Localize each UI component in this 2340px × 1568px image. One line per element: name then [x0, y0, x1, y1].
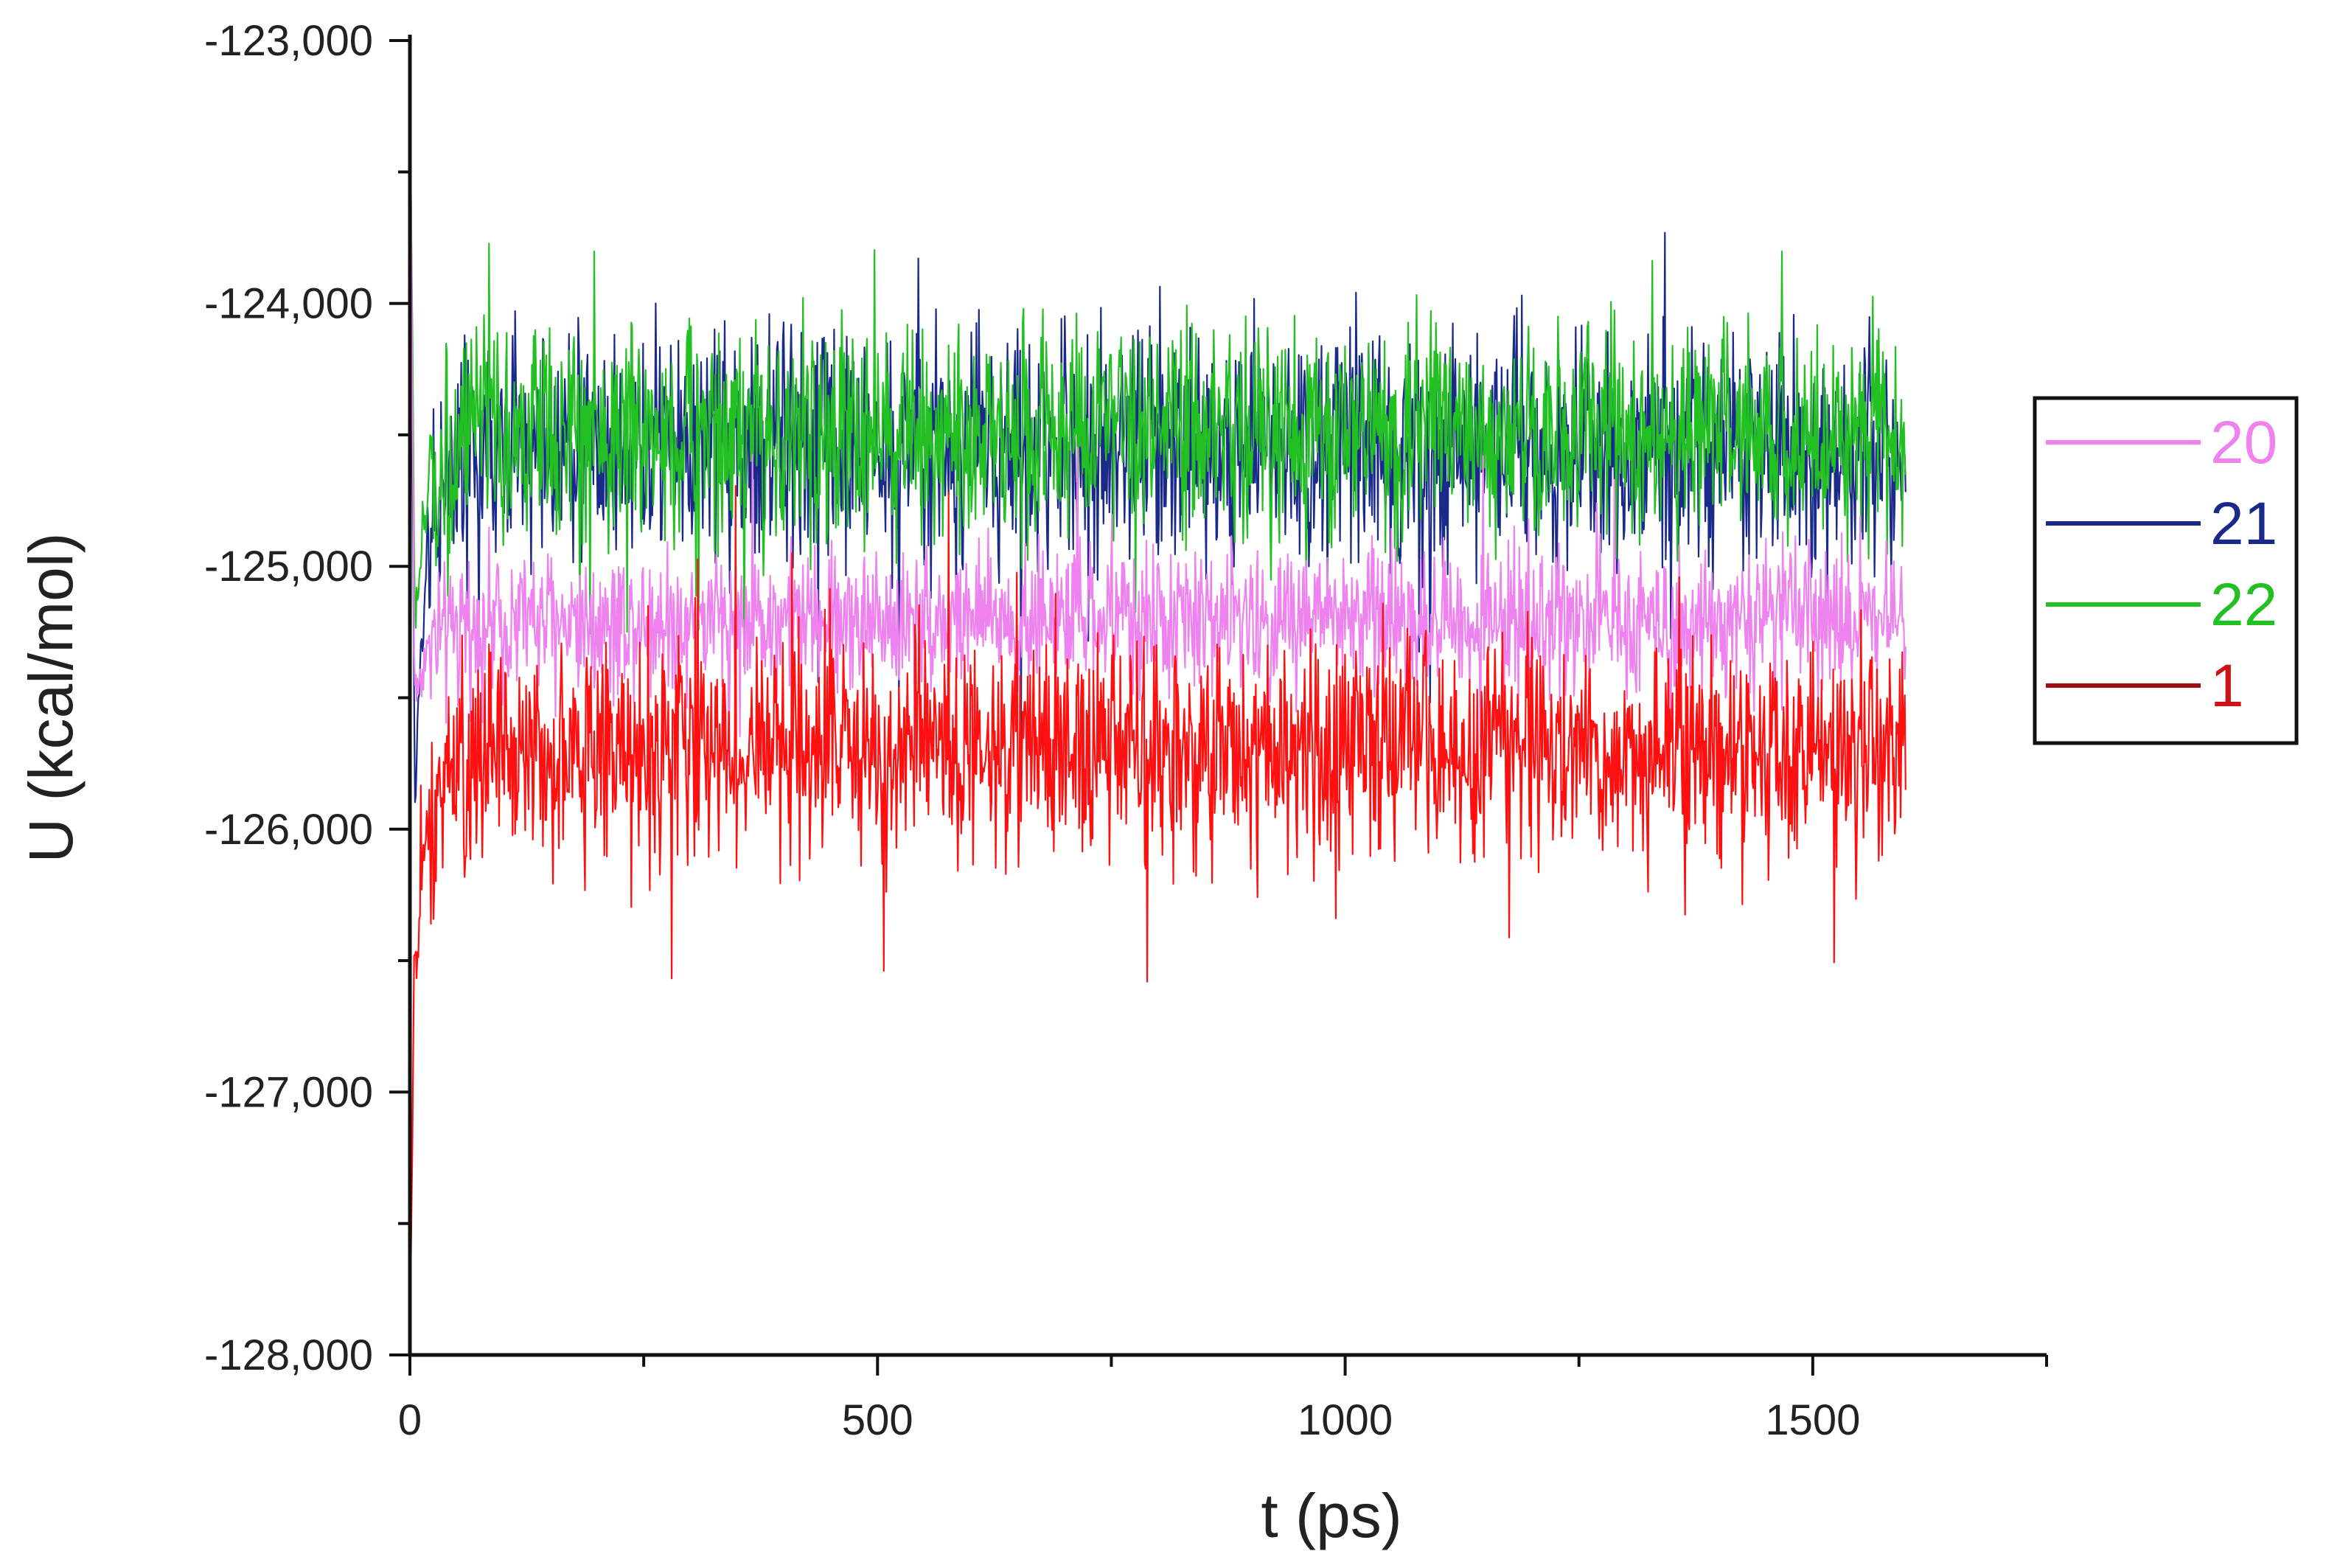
y-tick-label: -125,000 — [204, 543, 373, 590]
series-line-20 — [408, 35, 1907, 767]
y-tick-label: -126,000 — [204, 806, 373, 854]
x-ticks: 0 500 1000 1500 — [398, 1355, 2048, 1444]
x-axis-title: t (ps) — [1261, 1481, 1401, 1550]
series-line-22 — [408, 37, 1907, 668]
x-tick-label: 1500 — [1765, 1396, 1860, 1444]
y-tick-label: -128,000 — [204, 1331, 373, 1379]
x-tick-label: 1000 — [1298, 1396, 1393, 1444]
legend-label-22: 22 — [2210, 571, 2277, 638]
plot-data — [408, 35, 1907, 1353]
y-axis-title: U (kcal/mol) — [16, 532, 86, 863]
axes — [408, 35, 2047, 1357]
y-ticks: -128,000 -127,000 -126,000 -125,000 -124,000… — [204, 17, 410, 1379]
y-tick-label: -127,000 — [204, 1068, 373, 1116]
y-tick-label: -124,000 — [204, 280, 373, 328]
y-tick-label: -123,000 — [204, 17, 373, 65]
legend-label-20: 20 — [2210, 409, 2277, 476]
x-tick-label: 0 — [398, 1396, 422, 1444]
legend-label-21: 21 — [2210, 490, 2277, 557]
legend: 20 21 22 1 — [2033, 396, 2299, 745]
legend-label-1: 1 — [2210, 652, 2244, 719]
series-line-1 — [408, 484, 1907, 1353]
x-tick-label: 500 — [842, 1396, 913, 1444]
